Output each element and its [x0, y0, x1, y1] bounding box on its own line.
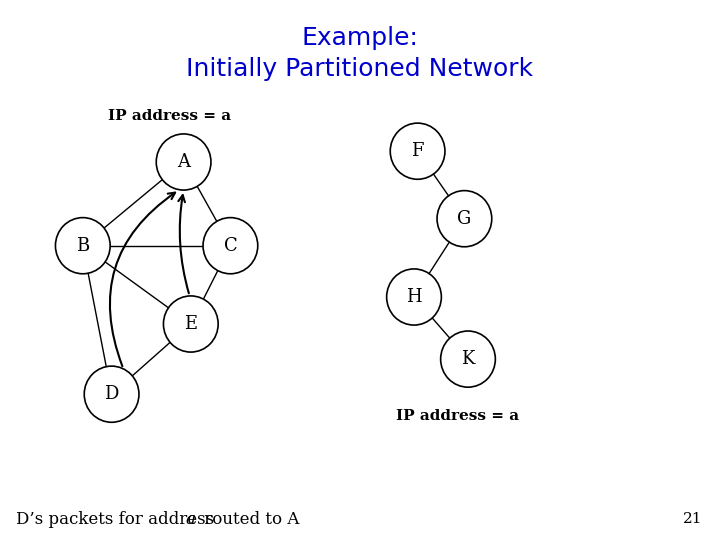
Text: F: F: [411, 142, 424, 160]
FancyArrowPatch shape: [110, 193, 175, 366]
Text: Initially Partitioned Network: Initially Partitioned Network: [186, 57, 534, 80]
Ellipse shape: [163, 296, 218, 352]
Text: Example:: Example:: [302, 26, 418, 50]
Ellipse shape: [441, 331, 495, 387]
Ellipse shape: [203, 218, 258, 274]
Ellipse shape: [55, 218, 110, 274]
Text: D: D: [104, 385, 119, 403]
Text: K: K: [462, 350, 474, 368]
Ellipse shape: [437, 191, 492, 247]
Text: IP address = a: IP address = a: [396, 409, 519, 423]
Text: A: A: [177, 153, 190, 171]
Text: IP address = a: IP address = a: [108, 109, 231, 123]
Text: G: G: [457, 210, 472, 228]
Text: E: E: [184, 315, 197, 333]
Ellipse shape: [387, 269, 441, 325]
Ellipse shape: [156, 134, 211, 190]
Text: B: B: [76, 237, 89, 255]
Text: D’s packets for address: D’s packets for address: [16, 511, 219, 528]
Text: C: C: [223, 237, 238, 255]
Text: a: a: [185, 511, 195, 528]
FancyArrowPatch shape: [179, 195, 189, 293]
Ellipse shape: [84, 366, 139, 422]
Text: routed to A: routed to A: [199, 511, 300, 528]
Text: H: H: [406, 288, 422, 306]
Text: 21: 21: [683, 512, 702, 526]
Ellipse shape: [390, 123, 445, 179]
